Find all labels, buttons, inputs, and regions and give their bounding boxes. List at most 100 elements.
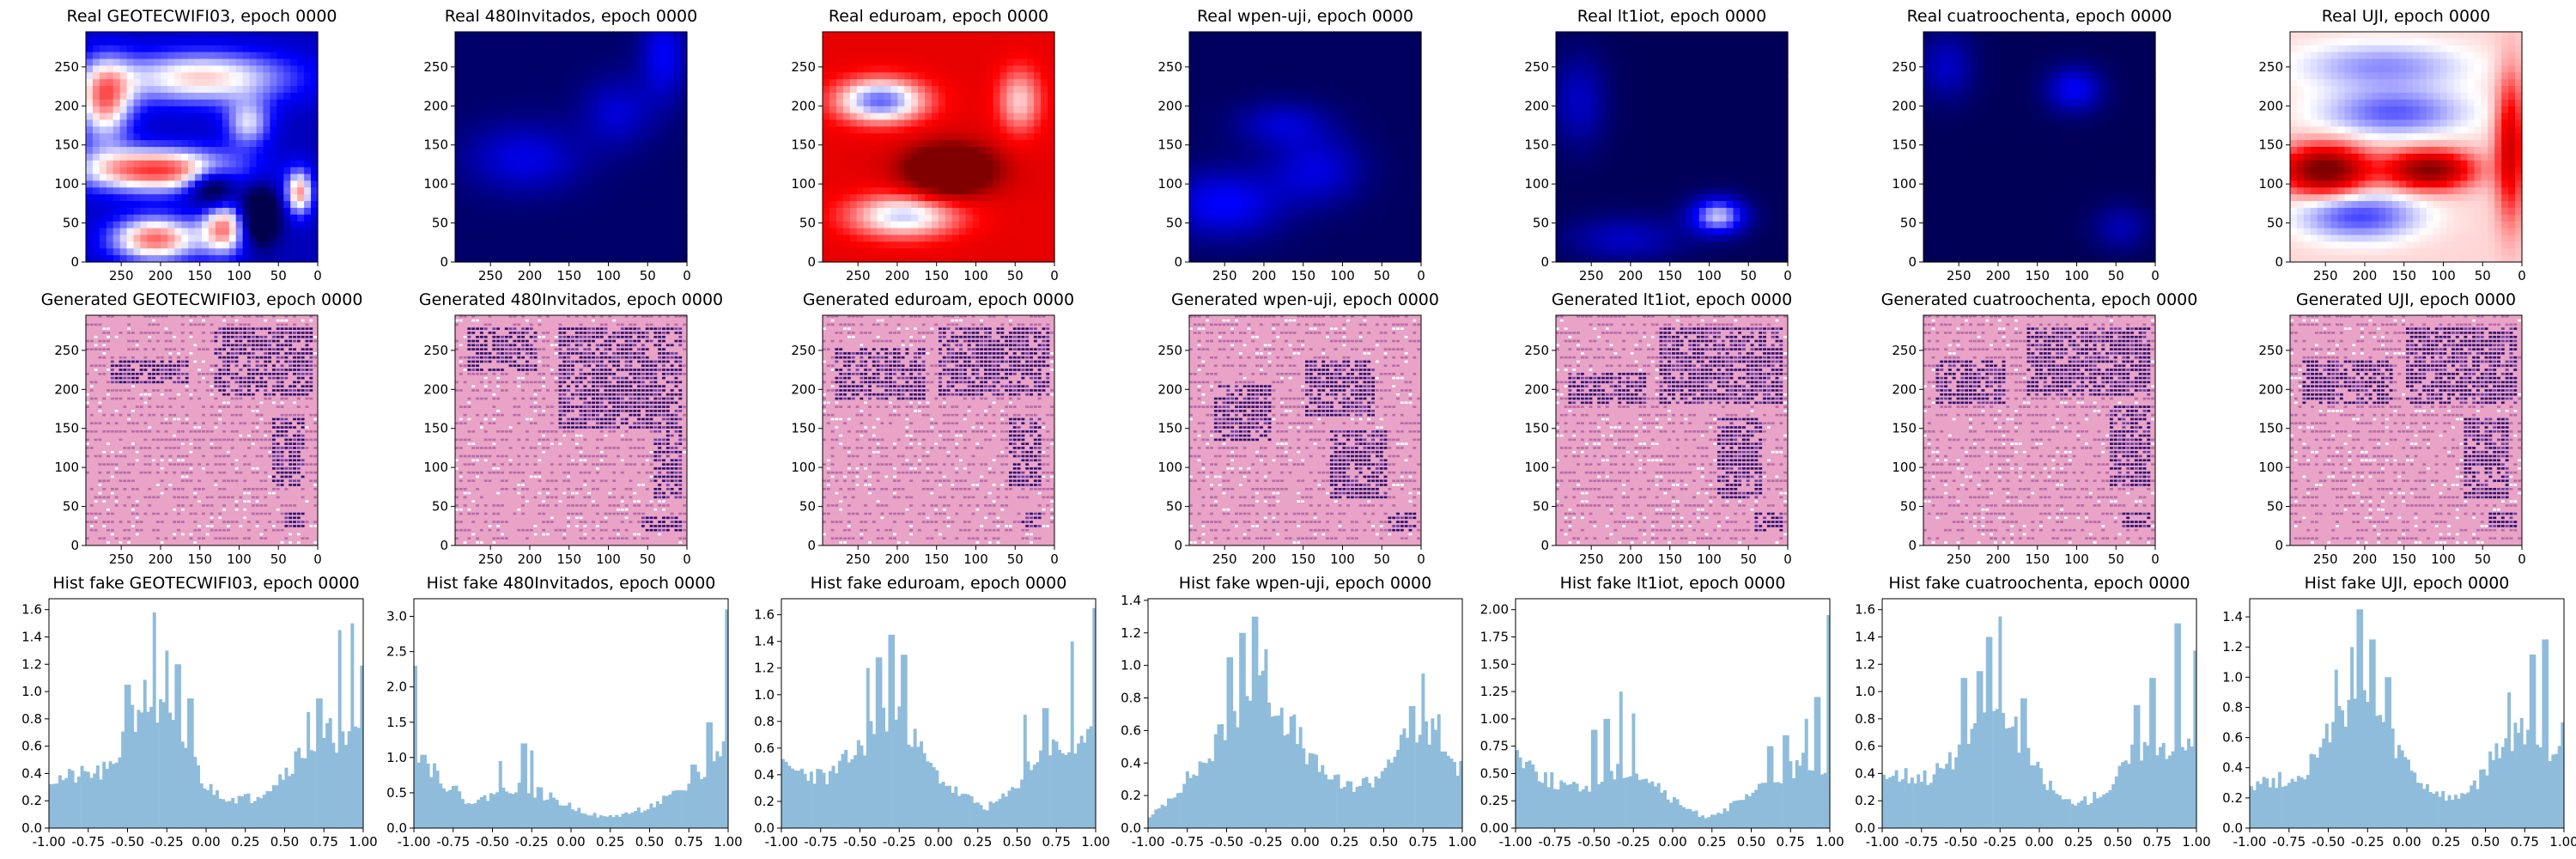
heatmap-cell: [100, 46, 107, 52]
heatmap-cell: [897, 235, 905, 241]
heatmap-cell: [897, 174, 905, 181]
heatmap-cell: [455, 147, 463, 154]
heatmap-cell: [932, 126, 939, 133]
heatmap-cell: [1346, 79, 1354, 86]
heatmap-cell: [1577, 46, 1584, 52]
heatmap-cell: [188, 255, 196, 262]
heatmap-cell: [1312, 133, 1320, 140]
heatmap-cell: [209, 113, 216, 120]
heatmap-cell: [1373, 93, 1381, 100]
heatmap-cell: [1346, 215, 1354, 222]
heatmap-cell: [626, 180, 634, 187]
heatmap-cell: [1203, 161, 1211, 168]
heatmap-cell: [1333, 65, 1340, 72]
heatmap-cell: [1006, 100, 1014, 107]
heatmap-cell: [496, 154, 504, 161]
heatmap-cell: [999, 147, 1007, 154]
heatmap-cell: [1577, 126, 1584, 133]
heatmap-cell: [592, 168, 599, 174]
heatmap-cell: [188, 140, 196, 147]
heatmap-cell: [1298, 208, 1306, 215]
heatmap-cell: [1034, 208, 1042, 215]
heatmap-cell: [843, 93, 851, 100]
heatmap-cell: [1217, 180, 1224, 187]
heatmap-cell: [1006, 154, 1014, 161]
heatmap-cell: [127, 194, 135, 201]
heatmap-cell: [311, 59, 319, 66]
heatmap-cell: [1394, 86, 1401, 93]
heatmap-cell: [673, 208, 681, 215]
heatmap-cell: [1230, 107, 1238, 113]
heatmap-cell: [1360, 93, 1368, 100]
heatmap-cell: [93, 133, 100, 140]
heatmap-cell: [1319, 228, 1327, 235]
heatmap-cell: [1597, 228, 1605, 235]
heatmap-cell: [890, 52, 898, 59]
heatmap-cell: [537, 86, 544, 93]
heatmap-cell: [959, 65, 967, 72]
heatmap-cell: [1333, 72, 1340, 79]
heatmap-cell: [263, 187, 270, 194]
heatmap-cell: [999, 174, 1007, 181]
heatmap-cell: [209, 107, 216, 113]
heatmap-cell: [987, 187, 994, 194]
heatmap-cell: [1380, 133, 1388, 140]
heatmap-cell: [1333, 93, 1340, 100]
heatmap-cell: [999, 113, 1007, 120]
heatmap-cell: [469, 255, 477, 262]
heatmap-cell: [229, 201, 237, 208]
heatmap-cell: [154, 59, 161, 66]
heatmap-cell: [1196, 59, 1204, 66]
x-tick-label: 100: [227, 268, 252, 283]
heatmap-cell: [612, 235, 620, 241]
heatmap-cell: [1048, 119, 1055, 126]
heatmap-cell: [578, 119, 586, 126]
heatmap-cell: [884, 194, 891, 201]
heatmap-cell: [1340, 119, 1347, 126]
heatmap-cell: [270, 201, 277, 208]
heatmap-cell: [1224, 100, 1231, 107]
heatmap-cell: [1387, 93, 1394, 100]
heatmap-cell: [843, 194, 851, 201]
heatmap-cell: [1285, 39, 1292, 46]
heatmap-cell: [229, 228, 237, 235]
heatmap-cell: [455, 208, 463, 215]
heatmap-cell: [1360, 241, 1368, 248]
heatmap-cell: [496, 215, 504, 222]
heatmap-cell: [167, 187, 175, 194]
heatmap-cell: [659, 228, 667, 235]
heatmap-cell: [1034, 187, 1042, 194]
heatmap-cell: [884, 174, 891, 181]
heatmap-cell: [592, 113, 599, 120]
heatmap-cell: [489, 126, 497, 133]
heatmap-cell: [1570, 86, 1577, 93]
heatmap-cell: [1257, 107, 1265, 113]
heatmap-cell: [999, 59, 1007, 66]
heatmap-cell: [1597, 140, 1605, 147]
heatmap-cell: [174, 79, 182, 86]
heatmap-cell: [557, 32, 565, 39]
heatmap-cell: [829, 255, 837, 262]
heatmap-cell: [639, 168, 647, 174]
heatmap-cell: [1298, 72, 1306, 79]
y-tick-label: 100: [54, 176, 79, 192]
heatmap-cell: [878, 72, 885, 79]
heatmap-cell: [100, 161, 107, 168]
heatmap-cell: [510, 93, 518, 100]
heatmap-cell: [516, 133, 524, 140]
heatmap-cell: [174, 154, 182, 161]
heatmap-cell: [113, 208, 121, 215]
heatmap-cell: [857, 174, 865, 181]
heatmap-cell: [263, 133, 270, 140]
heatmap-cell: [1563, 46, 1571, 52]
heatmap-cell: [188, 79, 196, 86]
heatmap-cell: [120, 187, 128, 194]
heatmap-cell: [585, 119, 592, 126]
heatmap-cell: [1400, 194, 1408, 201]
heatmap-cell: [120, 215, 128, 222]
heatmap-cell: [283, 147, 291, 154]
heatmap-cell: [1278, 119, 1285, 126]
heatmap-cell: [932, 119, 939, 126]
heatmap-cell: [1027, 154, 1035, 161]
heatmap-cell: [1597, 241, 1605, 248]
